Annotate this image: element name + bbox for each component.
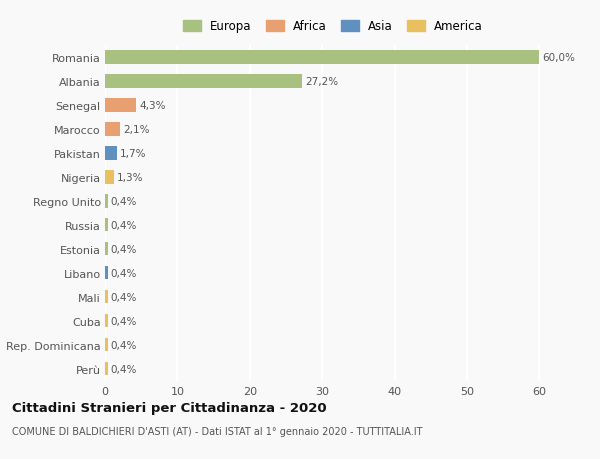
- Bar: [105, 195, 108, 208]
- Bar: [105, 314, 108, 328]
- Text: 0,4%: 0,4%: [111, 340, 137, 350]
- Text: 1,7%: 1,7%: [120, 149, 146, 159]
- Bar: [105, 363, 108, 375]
- Bar: [105, 171, 115, 184]
- Text: COMUNE DI BALDICHIERI D'ASTI (AT) - Dati ISTAT al 1° gennaio 2020 - TUTTITALIA.I: COMUNE DI BALDICHIERI D'ASTI (AT) - Dati…: [12, 426, 422, 436]
- Text: 0,4%: 0,4%: [111, 220, 137, 230]
- Text: 0,4%: 0,4%: [111, 196, 137, 207]
- Text: 0,4%: 0,4%: [111, 292, 137, 302]
- Text: 0,4%: 0,4%: [111, 268, 137, 278]
- Bar: [105, 243, 108, 256]
- Bar: [105, 291, 108, 304]
- Bar: [105, 123, 120, 136]
- Text: 2,1%: 2,1%: [123, 125, 149, 134]
- Text: 0,4%: 0,4%: [111, 316, 137, 326]
- Text: 60,0%: 60,0%: [542, 53, 575, 63]
- Bar: [105, 267, 108, 280]
- Text: 27,2%: 27,2%: [305, 77, 338, 87]
- Text: 0,4%: 0,4%: [111, 244, 137, 254]
- Bar: [105, 147, 118, 160]
- Bar: [105, 75, 302, 89]
- Text: Cittadini Stranieri per Cittadinanza - 2020: Cittadini Stranieri per Cittadinanza - 2…: [12, 401, 326, 414]
- Text: 0,4%: 0,4%: [111, 364, 137, 374]
- Bar: [105, 51, 539, 64]
- Text: 4,3%: 4,3%: [139, 101, 166, 111]
- Legend: Europa, Africa, Asia, America: Europa, Africa, Asia, America: [183, 20, 483, 34]
- Text: 1,3%: 1,3%: [118, 173, 144, 183]
- Bar: [105, 99, 136, 112]
- Bar: [105, 338, 108, 352]
- Bar: [105, 219, 108, 232]
